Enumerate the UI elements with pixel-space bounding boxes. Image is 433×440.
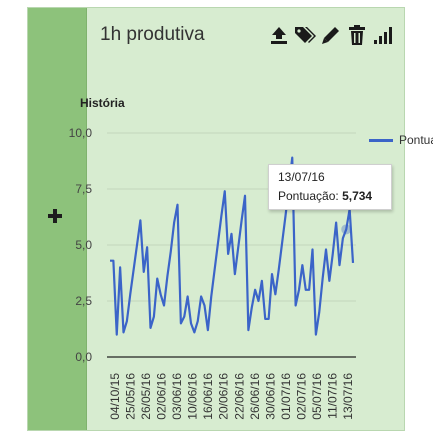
x-tick-label: 13/07/16 bbox=[341, 373, 355, 420]
pencil-icon[interactable] bbox=[318, 23, 344, 47]
card-title: 1h produtiva bbox=[100, 24, 205, 45]
signal-bars-icon[interactable] bbox=[370, 23, 396, 47]
chart-title: História bbox=[80, 96, 125, 110]
y-tick-label: 7,5 bbox=[75, 182, 92, 196]
x-tick-label: 11/07/16 bbox=[326, 373, 340, 419]
x-tick-label: 03/06/16 bbox=[170, 373, 184, 420]
series-line bbox=[110, 156, 355, 336]
tag-icon[interactable] bbox=[292, 23, 318, 47]
chart-tooltip: 13/07/16 Pontuação: 5,734 bbox=[268, 164, 392, 210]
x-tick-label: 04/10/15 bbox=[108, 373, 122, 420]
x-tick-label: 26/05/16 bbox=[139, 373, 153, 420]
x-tick-label: 22/06/16 bbox=[232, 373, 246, 420]
x-tick-label: 26/06/16 bbox=[248, 373, 262, 420]
y-tick-label: 2,5 bbox=[75, 294, 92, 308]
x-tick-label: 16/06/16 bbox=[201, 373, 215, 420]
x-tick-label: 02/07/16 bbox=[295, 373, 309, 420]
x-tick-label: 01/07/16 bbox=[279, 373, 293, 420]
y-tick-label: 5,0 bbox=[75, 238, 92, 252]
x-tick-label: 25/05/16 bbox=[123, 373, 137, 420]
y-axis-ticks: 10,0 7,5 5,0 2,5 0,0 bbox=[69, 126, 93, 364]
tooltip-date: 13/07/16 bbox=[278, 170, 325, 184]
plus-icon[interactable] bbox=[46, 207, 64, 225]
tooltip-label: Pontuação: bbox=[278, 189, 339, 203]
tooltip-value: 5,734 bbox=[342, 189, 373, 203]
chart-legend[interactable]: Pontuação bbox=[369, 131, 433, 149]
y-tick-label: 0,0 bbox=[75, 350, 92, 364]
x-tick-label: 10/06/16 bbox=[186, 373, 200, 420]
upload-icon[interactable] bbox=[266, 23, 292, 47]
x-tick-label: 02/06/16 bbox=[154, 373, 168, 420]
x-tick-label: 30/06/16 bbox=[263, 373, 277, 420]
legend-label: Pontuação bbox=[399, 133, 433, 147]
x-tick-label: 05/07/16 bbox=[310, 373, 324, 420]
hover-point bbox=[341, 224, 352, 235]
habit-card: 1h produtiva bbox=[27, 7, 405, 431]
tooltip-value-row: Pontuação: 5,734 bbox=[278, 189, 382, 203]
chart-series bbox=[110, 156, 355, 336]
trash-icon[interactable] bbox=[344, 23, 370, 47]
legend-swatch bbox=[369, 138, 393, 142]
x-tick-label: 20/06/16 bbox=[217, 373, 231, 420]
card-toolbar bbox=[266, 23, 396, 47]
x-axis-ticks: 04/10/15 25/05/16 26/05/16 02/06/16 03/06/16… bbox=[108, 373, 355, 420]
y-tick-label: 10,0 bbox=[69, 126, 93, 140]
card-sidebar[interactable] bbox=[28, 8, 87, 430]
